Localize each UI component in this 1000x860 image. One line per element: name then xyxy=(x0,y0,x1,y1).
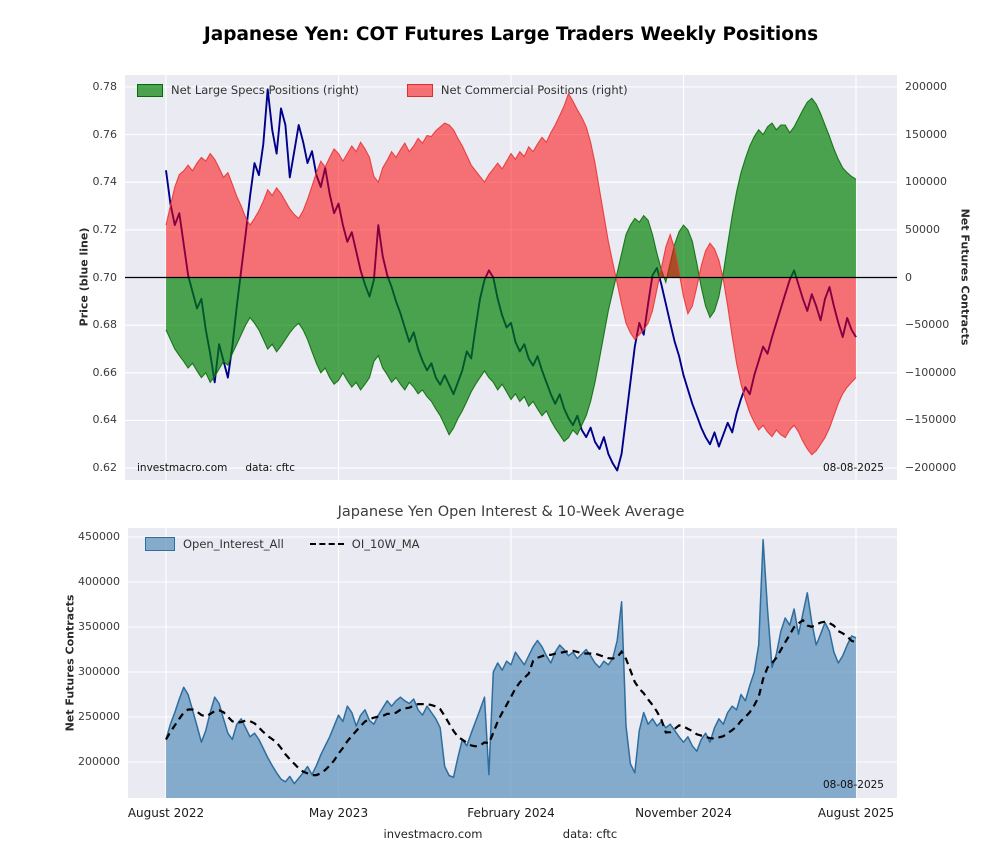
watermark-source: data: cftc xyxy=(245,462,296,474)
y-tick-label: 0.68 xyxy=(92,318,118,332)
y-tick-label: 450000 xyxy=(78,530,120,543)
footer-site: investmacro.com xyxy=(383,827,483,841)
bottom-report-date: 08-08-2025 xyxy=(822,779,884,791)
y-tick-label: 50000 xyxy=(905,222,940,236)
y-tick-label: 100000 xyxy=(905,175,947,189)
y-tick-label: 200000 xyxy=(905,79,947,93)
y-tick-label: −200000 xyxy=(905,461,957,475)
y-tick-label: 350000 xyxy=(78,620,120,633)
legend-entry-ma: OI_10W_MA xyxy=(309,537,420,551)
y-tick-label: 400000 xyxy=(78,575,120,588)
y-tick-label: 0.66 xyxy=(92,365,118,379)
legend-entry-specs: Net Large Specs Positions (right) xyxy=(137,83,359,97)
footer-source: data: cftc xyxy=(562,827,618,841)
y-tick-label: 200000 xyxy=(78,755,120,768)
legend-label: OI_10W_MA xyxy=(351,537,420,551)
legend-label: Net Large Specs Positions (right) xyxy=(171,83,359,97)
bottom-plot-area xyxy=(128,528,897,798)
y-tick-label: 250000 xyxy=(78,710,120,723)
x-tick-label: August 2025 xyxy=(817,806,895,820)
x-tick-label: August 2022 xyxy=(127,806,205,820)
y-tick-label: 300000 xyxy=(78,665,120,678)
top-legend: Net Large Specs Positions (right) Net Co… xyxy=(137,83,628,97)
green-area-swatch xyxy=(137,83,163,97)
y-tick-label: 0.74 xyxy=(92,175,118,189)
y-tick-label: 0.76 xyxy=(92,127,118,141)
top-report-date: 08-08-2025 xyxy=(822,462,884,474)
y-tick-label: 0 xyxy=(905,270,912,284)
dashed-line-swatch xyxy=(309,543,344,545)
y-tick-label: −100000 xyxy=(905,365,957,379)
legend-label: Net Commercial Positions (right) xyxy=(440,83,628,97)
watermark-site: investmacro.com xyxy=(137,462,228,474)
page-title: Japanese Yen: COT Futures Large Traders … xyxy=(203,24,819,45)
y-tick-label: 0.62 xyxy=(92,461,118,475)
y-tick-label: −50000 xyxy=(905,318,950,332)
legend-label: Open_Interest_All xyxy=(183,537,284,551)
legend-entry-open-interest: Open_Interest_All xyxy=(145,537,284,551)
y-tick-label: 0.72 xyxy=(92,222,118,236)
legend-entry-commercials: Net Commercial Positions (right) xyxy=(406,83,628,97)
x-tick-label: May 2023 xyxy=(308,806,369,820)
y-tick-label: 0.64 xyxy=(92,413,118,427)
y-tick-label: 150000 xyxy=(905,127,947,141)
red-area-swatch xyxy=(406,83,433,97)
x-tick-label: November 2024 xyxy=(635,806,732,820)
y-tick-label: −150000 xyxy=(905,413,957,427)
y-tick-label: 0.70 xyxy=(92,270,118,284)
y-tick-label: 0.78 xyxy=(92,79,118,93)
top-watermark: investmacro.com data: cftc xyxy=(137,462,295,474)
top-plot-area xyxy=(125,75,897,480)
bottom-legend: Open_Interest_All OI_10W_MA xyxy=(145,537,420,551)
blue-area-swatch xyxy=(145,537,175,551)
x-tick-label: February 2024 xyxy=(467,806,555,820)
bottom-chart-title: Japanese Yen Open Interest & 10-Week Ave… xyxy=(337,504,685,520)
